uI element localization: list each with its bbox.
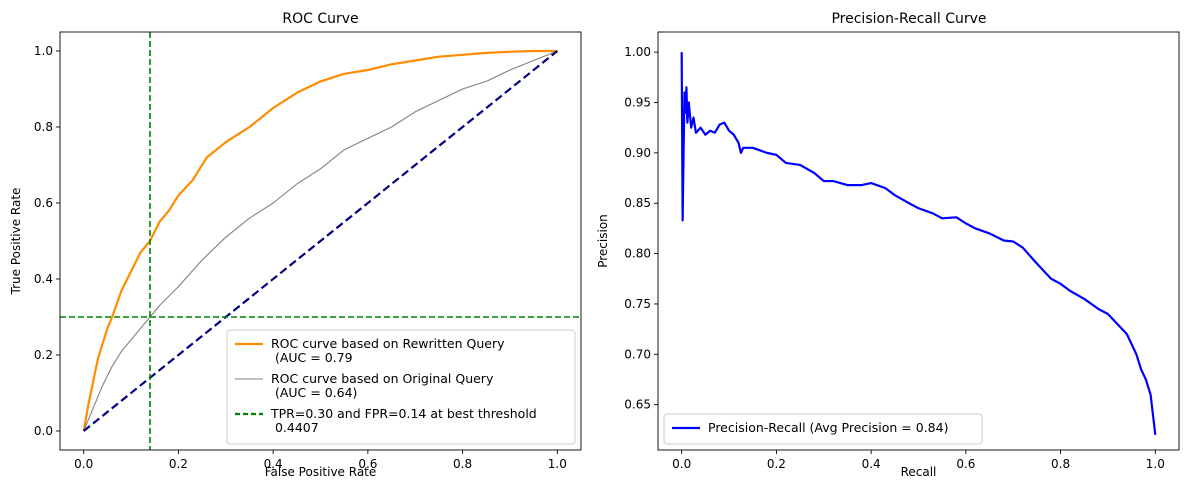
roc-x-tick-label: 0.0 <box>74 457 93 471</box>
pr-legend-label: Precision-Recall (Avg Precision = 0.84) <box>708 420 948 435</box>
roc-legend: ROC curve based on Rewritten Query (AUC … <box>226 329 576 445</box>
roc-y-tick-label: 1.0 <box>34 44 53 58</box>
pr-y-tick-label: 0.90 <box>624 146 651 160</box>
pr-y-axis-label: Precision <box>596 214 610 268</box>
roc-y-tick-label: 0.0 <box>34 424 53 438</box>
roc-x-tick-label: 1.0 <box>548 457 567 471</box>
roc-legend-box <box>226 329 576 445</box>
roc-x-tick-label: 0.4 <box>264 457 283 471</box>
pr-x-tick-label: 0.6 <box>956 457 975 471</box>
roc-series-line-2 <box>82 50 559 432</box>
roc-x-tick-label: 0.2 <box>169 457 188 471</box>
roc-y-tick-label: 0.6 <box>34 196 53 210</box>
roc-title: ROC Curve <box>282 11 358 27</box>
pr-x-axis-label: Recall <box>901 465 937 479</box>
pr-y-tick-label: 0.65 <box>624 398 651 412</box>
roc-x-tick-label: 0.8 <box>453 457 472 471</box>
pr-axes-frame <box>657 31 1180 451</box>
roc-legend-label: ROC curve based on Rewritten Query (AUC … <box>271 336 505 365</box>
pr-series-line-0 <box>680 52 1157 436</box>
roc-y-tick-label: 0.2 <box>34 348 53 362</box>
pr-y-tick-label: 1.00 <box>624 45 651 59</box>
pr-y-tick-label: 0.80 <box>624 247 651 261</box>
roc-panel: ROC Curve 0.0 0.2 0.4 0.6 0.8 1.0 0.0 0.2 0.4 0.… <box>9 11 582 479</box>
roc-legend-label: TPR=0.30 and FPR=0.14 at best threshold … <box>270 406 537 435</box>
pr-panel: Precision-Recall Curve 0.0 0.2 0.4 0.6 0.8 1.… <box>596 11 1180 479</box>
roc-y-axis-label: True Positive Rate <box>9 188 23 296</box>
pr-x-tick-label: 0.2 <box>767 457 786 471</box>
pr-x-tick-label: 1.0 <box>1146 457 1165 471</box>
roc-legend-label: ROC curve based on Original Query (AUC =… <box>271 371 494 400</box>
roc-series-line-1 <box>83 50 558 432</box>
roc-y-tick-label: 0.8 <box>34 120 53 134</box>
pr-legend: Precision-Recall (Avg Precision = 0.84) <box>663 413 983 445</box>
pr-y-tick-label: 0.75 <box>624 297 651 311</box>
roc-x-axis-label: False Positive Rate <box>265 465 377 479</box>
roc-x-tick-label: 0.6 <box>358 457 377 471</box>
pr-x-tick-label: 0.4 <box>862 457 881 471</box>
pr-y-tick-label: 0.70 <box>624 347 651 361</box>
roc-y-tick-label: 0.4 <box>34 272 53 286</box>
pr-legend-box <box>663 413 983 445</box>
pr-title: Precision-Recall Curve <box>831 11 986 27</box>
roc-series-line-0 <box>82 49 558 432</box>
pr-y-tick-label: 0.95 <box>624 96 651 110</box>
roc-axes-frame <box>59 31 582 451</box>
pr-y-tick-label: 0.85 <box>624 196 651 210</box>
pr-x-tick-label: 0.8 <box>1051 457 1070 471</box>
pr-x-tick-label: 0.0 <box>672 457 691 471</box>
